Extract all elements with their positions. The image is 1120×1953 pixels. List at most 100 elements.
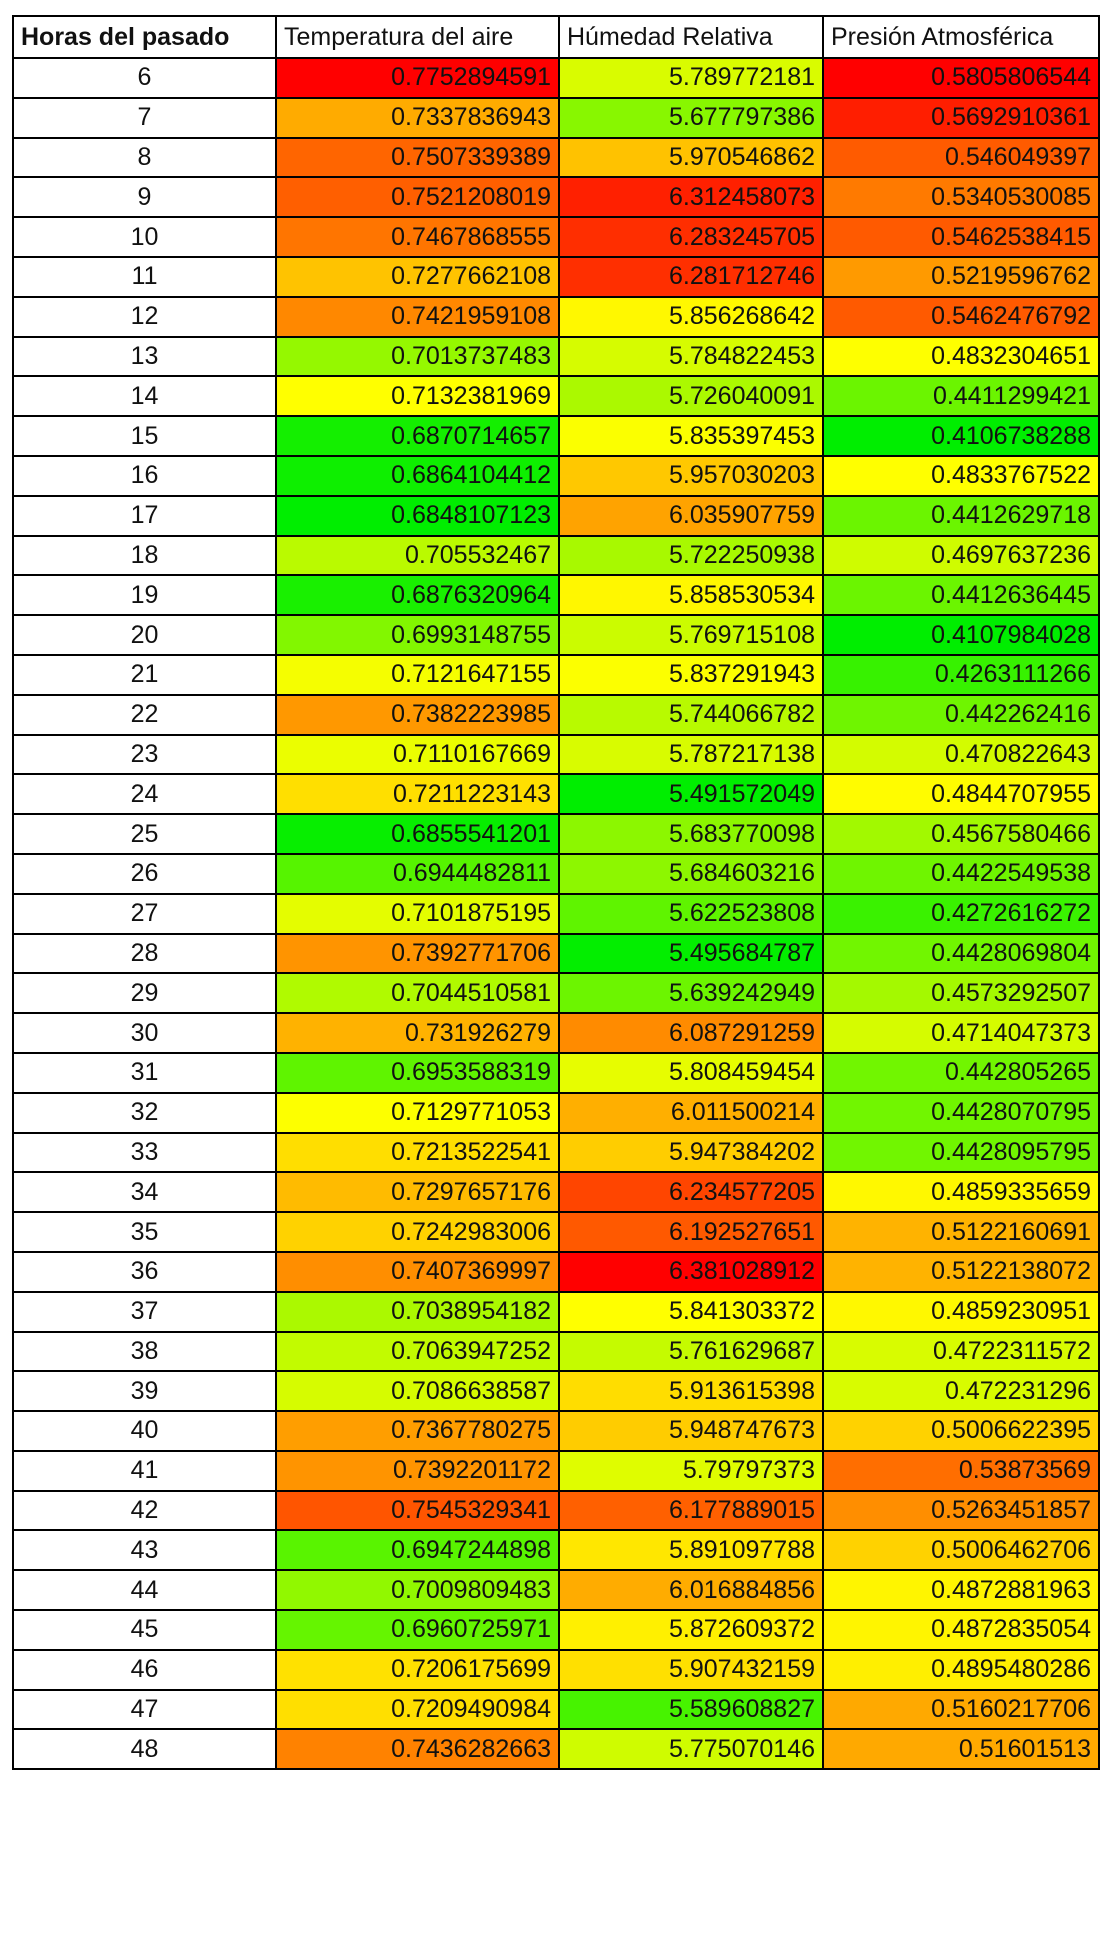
- cell-humidity[interactable]: 5.835397453: [558, 415, 824, 457]
- cell-hour[interactable]: 10: [12, 216, 277, 258]
- cell-temperature[interactable]: 0.7277662108: [275, 255, 560, 298]
- cell-pressure[interactable]: 0.4872835054: [822, 1609, 1100, 1651]
- cell-hour[interactable]: 45: [12, 1609, 277, 1651]
- cell-humidity[interactable]: 5.761629687: [558, 1330, 824, 1373]
- cell-hour[interactable]: 25: [12, 813, 277, 855]
- cell-hour[interactable]: 31: [12, 1051, 277, 1094]
- cell-pressure[interactable]: 0.442262416: [822, 693, 1100, 736]
- cell-temperature[interactable]: 0.7101875195: [275, 892, 560, 935]
- cell-pressure[interactable]: 0.5160217706: [822, 1688, 1100, 1731]
- cell-pressure[interactable]: 0.4895480286: [822, 1648, 1100, 1691]
- cell-humidity[interactable]: 5.495684787: [558, 932, 824, 975]
- cell-hour[interactable]: 23: [12, 733, 277, 776]
- cell-hour[interactable]: 46: [12, 1648, 277, 1691]
- cell-hour[interactable]: 33: [12, 1131, 277, 1174]
- cell-hour[interactable]: 15: [12, 415, 277, 457]
- cell-temperature[interactable]: 0.7038954182: [275, 1290, 560, 1333]
- cell-humidity[interactable]: 5.891097788: [558, 1529, 824, 1572]
- cell-temperature[interactable]: 0.7297657176: [275, 1171, 560, 1214]
- cell-temperature[interactable]: 0.6876320964: [275, 574, 560, 617]
- cell-temperature[interactable]: 0.7337836943: [275, 96, 560, 139]
- cell-hour[interactable]: 30: [12, 1012, 277, 1054]
- cell-pressure[interactable]: 0.5006622395: [822, 1410, 1100, 1452]
- cell-pressure[interactable]: 0.4411299421: [822, 375, 1100, 418]
- cell-pressure[interactable]: 0.4106738288: [822, 415, 1100, 457]
- cell-hour[interactable]: 8: [12, 136, 277, 179]
- cell-pressure[interactable]: 0.5692910361: [822, 96, 1100, 139]
- cell-temperature[interactable]: 0.7110167669: [275, 733, 560, 776]
- cell-temperature[interactable]: 0.7213522541: [275, 1131, 560, 1174]
- cell-temperature[interactable]: 0.6864104412: [275, 454, 560, 497]
- cell-temperature[interactable]: 0.7063947252: [275, 1330, 560, 1373]
- cell-pressure[interactable]: 0.4859335659: [822, 1171, 1100, 1214]
- cell-humidity[interactable]: 5.726040091: [558, 375, 824, 418]
- cell-temperature[interactable]: 0.7545329341: [275, 1489, 560, 1532]
- cell-temperature[interactable]: 0.7242983006: [275, 1211, 560, 1253]
- cell-temperature[interactable]: 0.7129771053: [275, 1091, 560, 1134]
- column-header-humidity[interactable]: Húmedad Relativa: [558, 15, 824, 59]
- cell-hour[interactable]: 17: [12, 494, 277, 537]
- column-header-temperature[interactable]: Temperatura del aire: [275, 15, 560, 59]
- cell-temperature[interactable]: 0.7521208019: [275, 176, 560, 219]
- cell-humidity[interactable]: 5.913615398: [558, 1370, 824, 1413]
- cell-pressure[interactable]: 0.4422549538: [822, 852, 1100, 895]
- cell-hour[interactable]: 28: [12, 932, 277, 975]
- cell-humidity[interactable]: 5.684603216: [558, 852, 824, 895]
- cell-humidity[interactable]: 5.622523808: [558, 892, 824, 935]
- cell-temperature[interactable]: 0.7467868555: [275, 216, 560, 258]
- cell-temperature[interactable]: 0.7392771706: [275, 932, 560, 975]
- cell-humidity[interactable]: 5.970546862: [558, 136, 824, 179]
- cell-humidity[interactable]: 5.787217138: [558, 733, 824, 776]
- cell-hour[interactable]: 19: [12, 574, 277, 617]
- cell-hour[interactable]: 26: [12, 852, 277, 895]
- cell-pressure[interactable]: 0.5263451857: [822, 1489, 1100, 1532]
- cell-humidity[interactable]: 6.087291259: [558, 1012, 824, 1054]
- column-header-hours[interactable]: Horas del pasado: [12, 15, 277, 59]
- cell-humidity[interactable]: 6.016884856: [558, 1569, 824, 1612]
- cell-pressure[interactable]: 0.4263111266: [822, 653, 1100, 696]
- cell-pressure[interactable]: 0.4428095795: [822, 1131, 1100, 1174]
- cell-temperature[interactable]: 0.7206175699: [275, 1648, 560, 1691]
- cell-hour[interactable]: 7: [12, 96, 277, 139]
- cell-hour[interactable]: 9: [12, 176, 277, 219]
- cell-temperature[interactable]: 0.7211223143: [275, 773, 560, 816]
- cell-hour[interactable]: 12: [12, 295, 277, 338]
- cell-hour[interactable]: 6: [12, 57, 277, 99]
- cell-hour[interactable]: 41: [12, 1449, 277, 1492]
- cell-temperature[interactable]: 0.7436282663: [275, 1728, 560, 1771]
- cell-temperature[interactable]: 0.6953588319: [275, 1051, 560, 1094]
- cell-temperature[interactable]: 0.6993148755: [275, 614, 560, 656]
- cell-hour[interactable]: 34: [12, 1171, 277, 1214]
- cell-pressure[interactable]: 0.4714047373: [822, 1012, 1100, 1054]
- cell-pressure[interactable]: 0.4573292507: [822, 972, 1100, 1015]
- cell-pressure[interactable]: 0.5462538415: [822, 216, 1100, 258]
- cell-humidity[interactable]: 6.035907759: [558, 494, 824, 537]
- cell-pressure[interactable]: 0.4412636445: [822, 574, 1100, 617]
- cell-humidity[interactable]: 6.312458073: [558, 176, 824, 219]
- cell-humidity[interactable]: 5.677797386: [558, 96, 824, 139]
- cell-temperature[interactable]: 0.7132381969: [275, 375, 560, 418]
- cell-temperature[interactable]: 0.705532467: [275, 534, 560, 577]
- cell-pressure[interactable]: 0.4832304651: [822, 335, 1100, 378]
- cell-pressure[interactable]: 0.5219596762: [822, 255, 1100, 298]
- cell-humidity[interactable]: 5.784822453: [558, 335, 824, 378]
- cell-humidity[interactable]: 6.234577205: [558, 1171, 824, 1214]
- cell-pressure[interactable]: 0.4567580466: [822, 813, 1100, 855]
- cell-temperature[interactable]: 0.7013737483: [275, 335, 560, 378]
- cell-humidity[interactable]: 6.283245705: [558, 216, 824, 258]
- cell-pressure[interactable]: 0.5122160691: [822, 1211, 1100, 1253]
- cell-pressure[interactable]: 0.442805265: [822, 1051, 1100, 1094]
- cell-humidity[interactable]: 6.177889015: [558, 1489, 824, 1532]
- cell-hour[interactable]: 21: [12, 653, 277, 696]
- cell-pressure[interactable]: 0.4844707955: [822, 773, 1100, 816]
- cell-humidity[interactable]: 6.011500214: [558, 1091, 824, 1134]
- cell-humidity[interactable]: 5.639242949: [558, 972, 824, 1015]
- cell-humidity[interactable]: 5.907432159: [558, 1648, 824, 1691]
- cell-humidity[interactable]: 5.722250938: [558, 534, 824, 577]
- cell-hour[interactable]: 22: [12, 693, 277, 736]
- cell-hour[interactable]: 39: [12, 1370, 277, 1413]
- cell-pressure[interactable]: 0.4428070795: [822, 1091, 1100, 1134]
- cell-hour[interactable]: 16: [12, 454, 277, 497]
- cell-pressure[interactable]: 0.53873569: [822, 1449, 1100, 1492]
- cell-pressure[interactable]: 0.51601513: [822, 1728, 1100, 1771]
